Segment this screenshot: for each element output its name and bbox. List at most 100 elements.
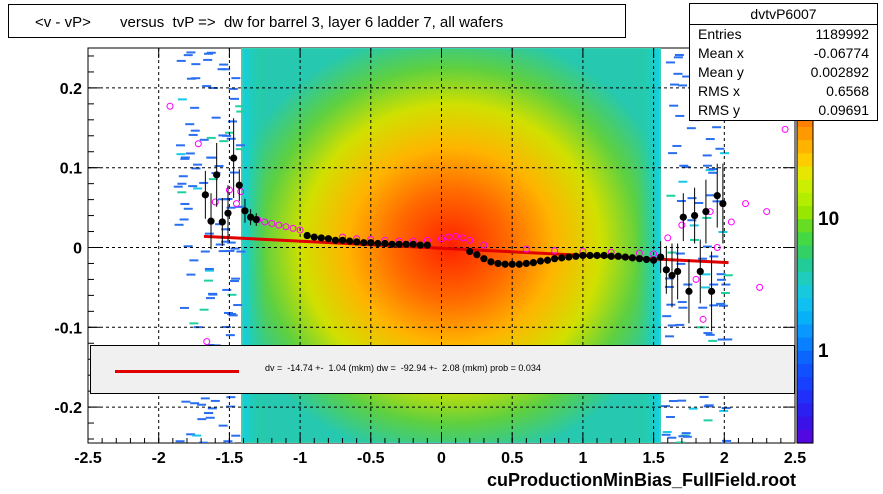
bin-cell	[675, 114, 685, 117]
x-tick-label: -1	[293, 450, 307, 467]
stats-box: dvtvP6007 Entries 1189992 Mean x -0.0677…	[689, 3, 878, 121]
mean-point	[650, 256, 658, 264]
bin-cell	[667, 324, 677, 327]
bin-cell	[226, 241, 236, 244]
bin-cell	[190, 129, 200, 132]
bin-cell	[181, 400, 191, 403]
bin-cell	[206, 51, 216, 54]
x-tick-label: -2.5	[74, 450, 102, 467]
mean-point	[501, 260, 509, 268]
bin-cell	[226, 396, 236, 399]
x-tick-label: 1.5	[642, 450, 664, 467]
bin-cell	[175, 440, 185, 443]
bin-cell	[180, 202, 190, 205]
colorbar-step	[797, 416, 813, 431]
bin-cell	[665, 277, 675, 280]
bin-cell	[177, 182, 187, 185]
bin-cell	[218, 424, 228, 427]
mean-point	[543, 256, 552, 264]
bin-cell	[721, 407, 731, 410]
mean-point	[586, 251, 594, 260]
y-tick-label: -0.2	[54, 400, 82, 417]
mean-point	[565, 253, 573, 261]
stats-row-rms-y: RMS y 0.09691	[690, 101, 877, 120]
y-tick-label: 0.2	[60, 81, 82, 98]
rms-point	[763, 208, 771, 216]
bin-cell	[199, 138, 209, 141]
rms-point	[452, 232, 460, 240]
bin-cell	[235, 144, 245, 147]
bin-cell	[191, 77, 201, 80]
profile-rms-series	[166, 102, 789, 346]
mean-point	[324, 235, 332, 243]
mean-point	[367, 239, 375, 247]
x-tick-label: 0	[437, 450, 446, 467]
rms-point	[166, 102, 174, 110]
colorbar-step	[797, 390, 813, 405]
colorbar-step	[797, 127, 813, 141]
mean-point	[494, 259, 502, 268]
stats-label: RMS x	[698, 83, 740, 99]
stats-value: 0.6568	[826, 83, 869, 99]
colorbar-step	[797, 350, 813, 365]
mean-point	[558, 254, 566, 262]
bin-cell	[215, 243, 225, 246]
bin-cell	[235, 148, 245, 151]
stats-histogram-name: dvtvP6007	[690, 4, 877, 25]
bin-cell	[704, 404, 714, 407]
bin-cell	[179, 306, 189, 309]
bin-cell	[703, 164, 713, 167]
mean-point	[657, 253, 665, 261]
rms-point	[296, 226, 304, 234]
colorbar-step	[797, 192, 813, 207]
mean-point	[668, 271, 676, 280]
bin-cell	[674, 53, 684, 56]
mean-point	[353, 238, 361, 246]
colorbar-label-10: 10	[818, 209, 839, 230]
bin-cell	[193, 163, 203, 166]
bin-cell	[229, 280, 239, 283]
bin-cell	[723, 338, 733, 341]
colorbar-step	[797, 324, 813, 339]
bin-cell	[712, 126, 722, 129]
mean-point	[466, 247, 474, 256]
mean-point	[213, 171, 221, 179]
bin-cell	[709, 304, 719, 307]
bin-cell	[694, 201, 704, 204]
bin-cell	[662, 431, 672, 434]
y-tick-label: 0.1	[60, 161, 82, 178]
bin-cell	[205, 343, 215, 346]
bin-cell	[205, 416, 215, 419]
bin-cell	[198, 441, 208, 443]
rms-point	[194, 140, 202, 148]
bin-cell	[698, 306, 708, 309]
rms-point	[692, 275, 700, 283]
colorbar-step	[797, 285, 813, 299]
bin-cell	[673, 72, 683, 75]
bin-cell	[204, 232, 214, 235]
mean-point	[691, 211, 699, 220]
x-tick-label: 0.5	[501, 450, 523, 467]
bin-cell	[718, 304, 728, 307]
bin-cell	[228, 87, 238, 90]
bin-cell	[209, 87, 219, 90]
bin-cell	[188, 185, 198, 188]
bin-cell	[203, 412, 213, 415]
stats-value: 1189992	[815, 26, 869, 42]
bin-cell	[665, 335, 675, 338]
mean-point	[381, 239, 389, 248]
bin-cell	[716, 273, 726, 276]
bin-cell	[721, 442, 731, 443]
bin-cell	[705, 138, 715, 141]
bin-cell	[210, 399, 220, 402]
mean-point	[345, 237, 354, 245]
x-tick-label: -2	[152, 450, 166, 467]
bin-cell	[204, 52, 214, 55]
bin-cell	[183, 245, 193, 248]
bin-cell	[667, 436, 677, 439]
bin-cell	[669, 83, 679, 86]
colorbar-step	[797, 271, 813, 286]
chart-title-box: <v - vP> versus tvP => dw for barrel 3, …	[8, 4, 626, 38]
stats-value: 0.09691	[818, 102, 869, 118]
rms-point	[203, 338, 211, 346]
